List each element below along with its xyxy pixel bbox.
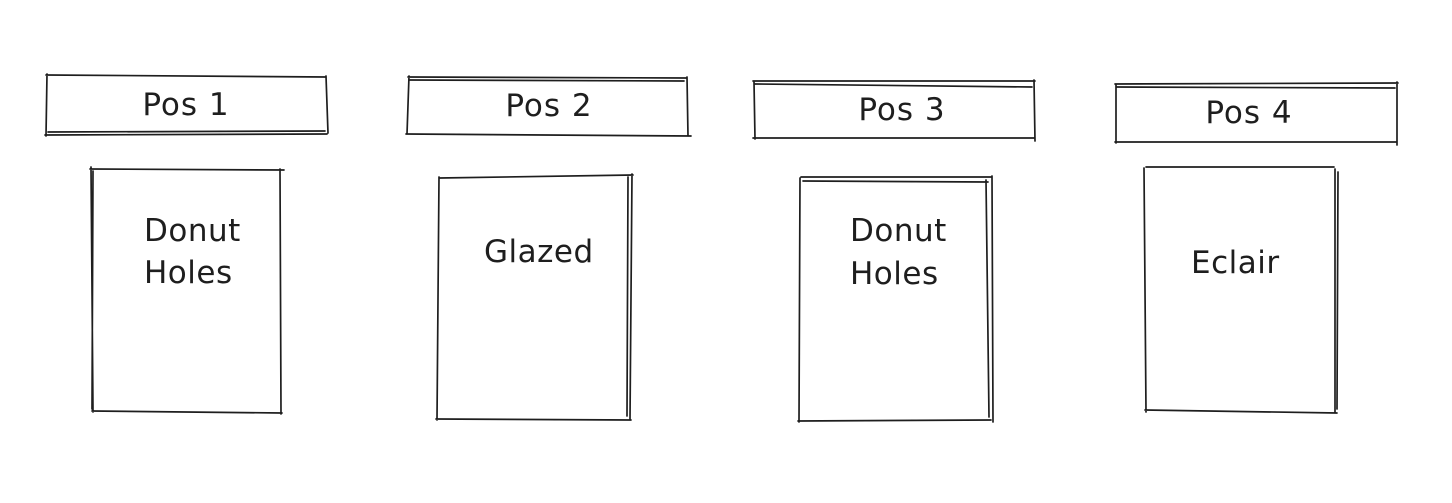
position-column-4: Pos 4 Eclair [1114, 81, 1399, 414]
position-item-3-line-1: Donut [850, 213, 947, 249]
position-label-2: Pos 2 [505, 88, 592, 124]
position-header-4: Pos 4 [1114, 81, 1399, 146]
position-header-1: Pos 1 [44, 73, 329, 137]
position-header-box-1 [44, 73, 329, 137]
position-label-3: Pos 3 [858, 92, 945, 128]
position-column-2: Pos 2 Glazed [405, 75, 692, 421]
position-item-2-line-1: Glazed [484, 234, 594, 270]
position-column-3: Pos 3 Donut Holes [752, 79, 1036, 423]
position-header-box-2 [405, 75, 692, 137]
position-slot-1: Donut Holes [89, 166, 285, 415]
position-item-1-line-2: Holes [144, 255, 233, 291]
position-slot-4: Eclair [1143, 166, 1339, 414]
position-header-box-4 [1114, 81, 1399, 146]
position-slot-box-4 [1143, 166, 1339, 414]
position-header-3: Pos 3 [752, 79, 1036, 142]
position-item-4-line-1: Eclair [1191, 245, 1280, 281]
position-column-1: Pos 1 Donut Holes [44, 73, 329, 415]
position-header-box-3 [752, 79, 1036, 142]
position-slot-box-1 [89, 166, 285, 415]
position-slot-2: Glazed [435, 173, 634, 421]
position-slot-box-2 [435, 173, 634, 421]
position-header-2: Pos 2 [405, 75, 692, 137]
position-slot-3: Donut Holes [797, 175, 994, 423]
position-item-3-line-2: Holes [850, 256, 939, 292]
position-item-1-line-1: Donut [144, 213, 241, 249]
position-label-1: Pos 1 [142, 87, 229, 123]
position-label-4: Pos 4 [1205, 95, 1292, 131]
position-slot-box-3 [797, 175, 994, 423]
